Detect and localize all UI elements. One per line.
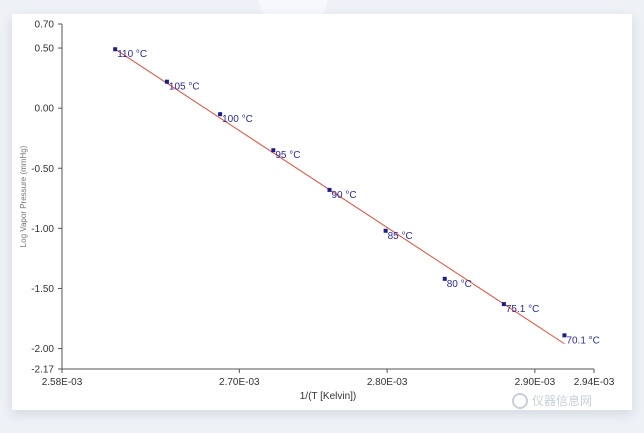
data-point <box>562 333 567 338</box>
x-tick-label: 2.58E-03 <box>42 377 83 388</box>
watermark: 仪器信息网 <box>512 392 592 409</box>
y-tick-label: -2.00 <box>31 344 54 355</box>
vapor-pressure-chart: 0.70 0.50 0.00 -0.50 -1.00 -1.50 -2.00 -2.172.5… <box>19 20 615 403</box>
y-axis-title: Log Vapor Pressure (mmHg) <box>19 145 28 247</box>
fit-line-group <box>114 48 565 345</box>
x-tick-label: 2.70E-03 <box>219 377 260 388</box>
data-point <box>383 228 388 233</box>
data-point <box>218 112 223 117</box>
data-point <box>442 276 447 281</box>
data-point <box>501 302 506 307</box>
y-tick-label: 0.50 <box>35 44 55 55</box>
data-point <box>271 148 276 153</box>
y-tick-label: 0.70 <box>35 20 55 31</box>
chart-panel: 0.70 0.50 0.00 -0.50 -1.00 -1.50 -2.00 -2.17 2.5… <box>12 14 632 410</box>
x-axis-title: 1/(T [Kelvin]) <box>300 391 357 402</box>
regression-line <box>114 48 565 345</box>
data-point-label: 95 °C <box>275 150 300 161</box>
data-point <box>327 187 332 192</box>
data-point-label: 105 °C <box>169 82 200 93</box>
data-point-label: 110 °C <box>117 49 147 60</box>
axes: 0.70 0.50 0.00 -0.50 -1.00 -1.50 -2.00 -2.172.5… <box>19 20 615 403</box>
data-point-label: 80 °C <box>447 279 472 290</box>
x-tick-label: 2.80E-03 <box>367 377 408 388</box>
y-tick-label: -1.50 <box>31 284 54 295</box>
y-tick-label: 0.00 <box>35 104 55 115</box>
data-point-label: 75.1 °C <box>506 304 539 315</box>
data-point <box>113 47 118 52</box>
data-point-label: 90 °C <box>331 190 356 201</box>
y-tick-label: -1.00 <box>31 224 54 235</box>
watermark-text: 仪器信息网 <box>532 394 593 408</box>
data-point <box>164 79 169 84</box>
x-tick-label: 2.94E-03 <box>574 377 615 388</box>
data-points <box>113 47 567 338</box>
watermark-logo-icon <box>512 392 528 409</box>
data-point-label: 70.1 °C <box>566 335 599 346</box>
data-point-label: 85 °C <box>388 231 413 242</box>
y-tick-label: -2.17 <box>31 365 54 376</box>
y-tick-label: -0.50 <box>31 164 54 175</box>
data-labels: 110 °C 105 °C 100 °C 95 °C 90 °C 85 °C 80 °C 75… <box>117 49 600 346</box>
x-tick-label: 2.90E-03 <box>515 377 556 388</box>
data-point-label: 100 °C <box>222 114 253 125</box>
